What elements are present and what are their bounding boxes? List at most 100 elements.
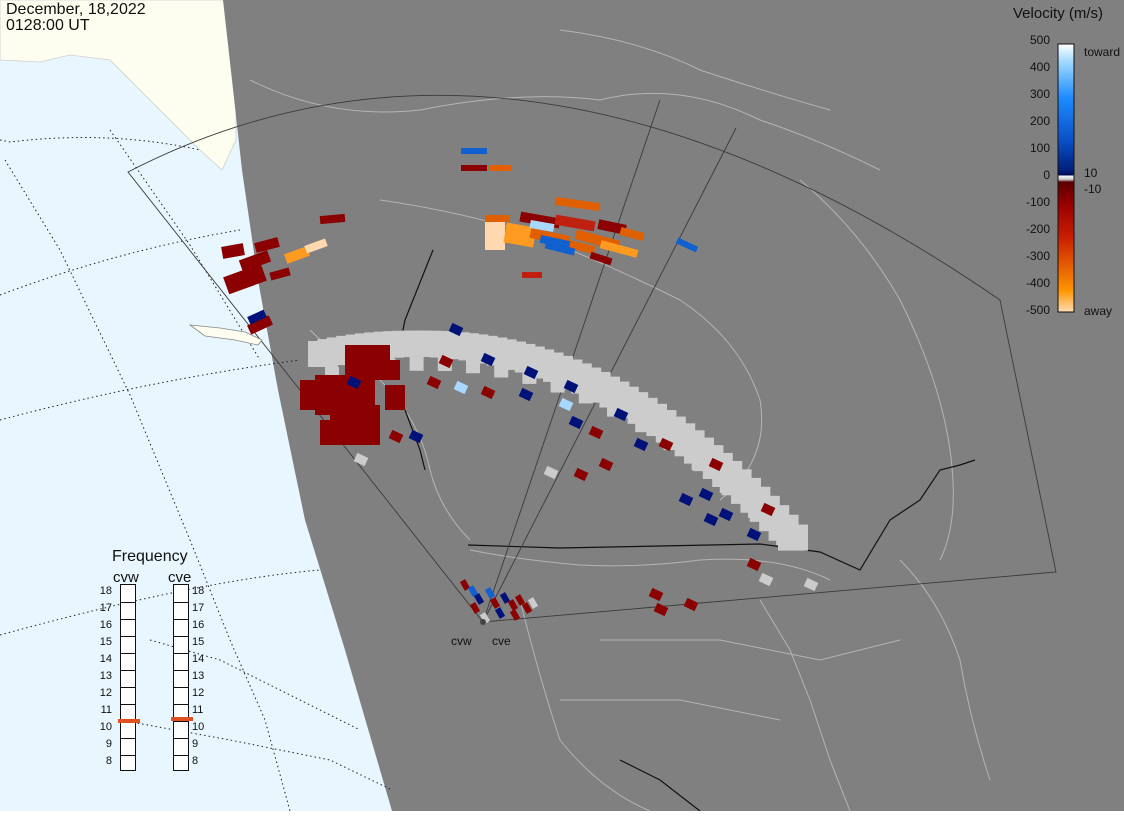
frequency-marker: [171, 717, 193, 721]
scatter-cell: [284, 246, 310, 264]
colorbar-tick: 300: [1029, 87, 1050, 101]
scatter-cell: [247, 309, 267, 325]
scatter-cell: [320, 420, 360, 445]
frequency-radar-cvw: cvw: [113, 569, 139, 586]
scatter-cell: [554, 214, 596, 232]
scatter-cell: [408, 429, 424, 444]
frequency-scale-label: 9: [105, 738, 112, 750]
scatter-cell: [708, 457, 724, 472]
colorbar-tick: -100: [1025, 195, 1050, 209]
scatter-cell: [484, 587, 496, 599]
scatter-cell: [514, 594, 526, 606]
scatter-cell: [388, 429, 404, 444]
frequency-scale-label: 10: [99, 721, 112, 733]
scatter-cell: [619, 227, 645, 241]
site-label-cve: cve: [492, 634, 511, 648]
scatter-cell: [479, 612, 491, 624]
scatter-cell: [499, 592, 511, 604]
scatter-cell: [269, 267, 291, 281]
scatter-cell: [746, 557, 762, 572]
frequency-scale-label: 8: [105, 755, 112, 767]
scatter-cell: [485, 215, 509, 222]
frequency-title: Frequency: [112, 548, 188, 565]
frequency-scale-label: 9: [192, 738, 199, 750]
scatter-cell: [518, 387, 534, 402]
scatter-cell: [494, 607, 506, 619]
scatter-cell: [370, 360, 400, 380]
frequency-scale-label: 14: [99, 653, 112, 665]
colorbar-title: Velocity (m/s): [1013, 5, 1104, 22]
frequency-scale-label: 17: [99, 602, 112, 614]
scatter-cell: [746, 527, 762, 542]
scatter-cell: [778, 524, 808, 551]
scatter-cell: [718, 507, 734, 522]
alaska-peninsula: [188, 324, 263, 346]
frequency-scale-label: 18: [99, 585, 112, 597]
frequency-scale-label: 13: [99, 670, 112, 682]
scatter-cell: [485, 220, 505, 250]
frequency-scale-label: 16: [192, 619, 205, 631]
scatter-cell: [461, 165, 487, 171]
scatter-cell: [223, 263, 267, 295]
colorbar-tick: 200: [1029, 114, 1050, 128]
frequency-scale-label: 10: [192, 721, 205, 733]
scatter-cell: [247, 315, 273, 335]
velocity-colorbar: [1057, 43, 1075, 313]
scatter-cell: [503, 222, 537, 248]
frequency-scale-label: 11: [100, 704, 112, 716]
frequency-radar-cve: cve: [168, 569, 192, 586]
radar-site-marker: [480, 619, 486, 625]
scatter-cell: [573, 467, 589, 482]
scatter-cell: [353, 452, 369, 467]
scatter-cell: [480, 352, 496, 367]
scatter-cell: [461, 148, 487, 154]
scatter-cell: [544, 241, 576, 256]
colorbar-toward-label: toward: [1084, 45, 1121, 59]
scatter-cell: [254, 237, 280, 253]
frequency-scale-label: 8: [192, 755, 199, 767]
colorbar-tick: 100: [1029, 141, 1050, 155]
scatter-cell: [558, 397, 574, 412]
colorbar-tick: -200: [1025, 222, 1050, 236]
scatter-cell: [489, 597, 501, 609]
scatter-cell: [760, 502, 776, 517]
scatter-cell: [221, 243, 245, 259]
scatter-cell: [678, 492, 694, 507]
scatter-cell: [469, 602, 481, 614]
scatter-cell: [448, 322, 464, 337]
scatter-cell: [238, 250, 272, 272]
scatter-cell: [543, 465, 559, 480]
scatter-cell: [529, 219, 555, 233]
scatter-cell: [319, 213, 346, 225]
scatter-cell: [589, 251, 613, 266]
scatter-cell: [698, 487, 714, 502]
scatter-cell: [453, 380, 469, 395]
site-label-cvw: cvw: [451, 634, 472, 648]
frequency-gauge: [118, 584, 140, 771]
scatter-cells: [221, 148, 819, 624]
colorbar-pos10-label: 10: [1084, 166, 1098, 180]
colorbar-away-label: away: [1084, 304, 1113, 318]
frequency-marker: [118, 719, 140, 723]
frequency-scale-label: 15: [192, 636, 205, 648]
frequency-scale-label: 12: [192, 687, 205, 699]
frequency-scale-label: 13: [192, 670, 205, 682]
scatter-cell: [355, 430, 380, 445]
scatter-cell: [648, 587, 664, 602]
scatter-cell: [466, 359, 480, 374]
scatter-cell: [473, 593, 485, 605]
scatter-cell: [683, 597, 699, 612]
scatter-cell: [597, 219, 627, 235]
frequency-scale-label: 14: [192, 653, 205, 665]
scatter-cell: [633, 437, 649, 452]
scatter-cell: [521, 602, 533, 614]
frequency-scale-label: 17: [192, 602, 205, 614]
scatter-cell: [467, 585, 479, 597]
frequency-scale-label: 11: [192, 704, 204, 716]
scatter-cell: [489, 165, 511, 171]
scatter-cell: [304, 238, 328, 254]
frequency-scale-label: 12: [99, 687, 112, 699]
colorbar-tick: 400: [1029, 60, 1050, 74]
